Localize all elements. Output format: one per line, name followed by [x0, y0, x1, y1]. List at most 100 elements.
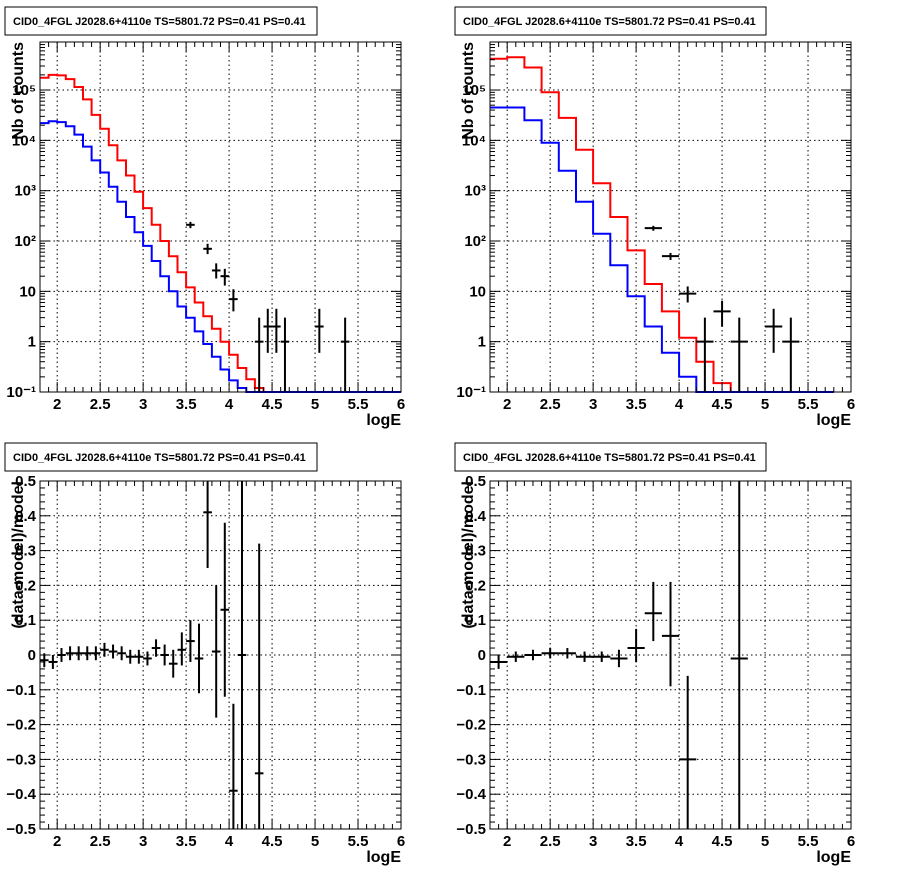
y-tick-label: 10⁻¹: [6, 384, 36, 401]
x-tick-label: 6: [847, 833, 855, 850]
data-point: [507, 651, 525, 662]
data-point: [117, 646, 126, 661]
x-tick-label: 2.5: [540, 396, 561, 413]
y-tick-label: −0.5: [6, 821, 36, 838]
plot-title: CID0_4FGL J2028.6+4110e TS=5801.72 PS=0.…: [463, 16, 756, 28]
data-point: [696, 317, 714, 392]
y-tick-label: −0.5: [456, 821, 486, 838]
data-point: [263, 308, 273, 353]
data-point: [254, 317, 264, 392]
y-tick-label: 10⁵: [462, 82, 486, 99]
x-tick-label: 2.5: [90, 396, 111, 413]
histogram-series-1: [40, 73, 401, 393]
data-point: [644, 581, 662, 642]
data-point: [627, 628, 645, 662]
y-tick-label: 0.5: [15, 473, 36, 490]
data-point: [558, 648, 576, 659]
data-point: [593, 651, 611, 662]
x-tick-label: 4: [675, 833, 684, 850]
title-box: [4, 6, 318, 36]
data-point: [730, 317, 748, 392]
x-tick-label: 5.5: [798, 396, 819, 413]
title-box: [454, 6, 767, 36]
histogram-series-2: [40, 120, 401, 393]
data-point: [220, 522, 230, 697]
y-tick-label: −0.4: [456, 786, 486, 803]
data-point: [661, 252, 680, 260]
data-point: [220, 268, 230, 286]
x-tick-label: 6: [847, 396, 855, 413]
data-point: [82, 646, 92, 661]
y-tick-label: 0.4: [465, 508, 487, 525]
data-point: [340, 317, 350, 392]
y-tick-label: 0: [28, 647, 36, 664]
x-axis-label: logE: [816, 412, 851, 429]
x-tick-label: 3: [589, 833, 597, 850]
data-point: [229, 289, 238, 312]
x-tick-label: 2: [53, 833, 61, 850]
x-tick-label: 5.5: [348, 833, 369, 850]
y-tick-label: −0.3: [456, 751, 486, 768]
y-tick-label: −0.2: [456, 717, 486, 734]
data-point: [194, 623, 204, 694]
y-tick-label: 1: [478, 334, 486, 351]
y-tick-label: −0.1: [456, 682, 486, 699]
x-axis-label: logE: [366, 412, 401, 429]
data-point: [211, 585, 221, 718]
y-tick-label: −0.1: [6, 682, 36, 699]
data-point: [203, 243, 212, 255]
data-point: [168, 649, 178, 678]
y-tick-label: −0.2: [6, 717, 36, 734]
data-point: [272, 308, 281, 353]
x-axis-label: logE: [816, 849, 851, 866]
data-point: [91, 646, 101, 661]
x-tick-label: 6: [397, 833, 405, 850]
data-point: [108, 644, 118, 659]
data-point: [186, 221, 195, 229]
y-tick-label: 0.1: [465, 612, 486, 629]
x-tick-label: 3.5: [176, 396, 197, 413]
y-tick-label: 10: [19, 283, 36, 300]
x-tick-label: 2: [503, 833, 511, 850]
y-tick-label: 0.1: [15, 612, 36, 629]
data-point: [143, 651, 152, 666]
data-point: [125, 649, 135, 664]
data-point: [524, 649, 542, 661]
data-point: [177, 632, 187, 666]
x-tick-label: 5.5: [348, 396, 369, 413]
data-point: [65, 646, 75, 661]
y-tick-label: 0.2: [15, 577, 36, 594]
data-point: [151, 639, 161, 657]
y-tick-label: 10: [469, 283, 486, 300]
data-point: [610, 649, 628, 668]
data-point: [57, 648, 66, 662]
y-axis-label: (data-model)/model: [460, 481, 477, 629]
x-tick-label: 3: [139, 833, 147, 850]
data-point: [765, 308, 783, 353]
data-point: [211, 263, 221, 279]
data-point: [229, 703, 238, 829]
y-tick-label: 0: [478, 647, 486, 664]
y-axis-label: Nb of counts: [10, 42, 27, 140]
x-tick-label: 2.5: [540, 833, 561, 850]
x-tick-label: 4: [675, 396, 684, 413]
x-tick-label: 4: [225, 833, 234, 850]
x-tick-label: 4: [225, 396, 234, 413]
data-point: [100, 642, 109, 657]
x-tick-label: 2: [503, 396, 511, 413]
y-tick-label: −0.4: [6, 786, 36, 803]
y-tick-label: 0.3: [465, 543, 486, 560]
y-tick-label: 10³: [14, 183, 36, 200]
x-tick-label: 4.5: [712, 833, 733, 850]
data-point: [661, 581, 680, 687]
x-tick-label: 3.5: [626, 833, 647, 850]
x-tick-label: 6: [397, 396, 405, 413]
y-axis-label: Nb of counts: [460, 42, 477, 140]
data-point: [644, 225, 662, 231]
data-point: [160, 644, 169, 666]
y-tick-label: 0.2: [465, 577, 486, 594]
data-point: [713, 300, 731, 327]
data-point: [134, 649, 144, 664]
